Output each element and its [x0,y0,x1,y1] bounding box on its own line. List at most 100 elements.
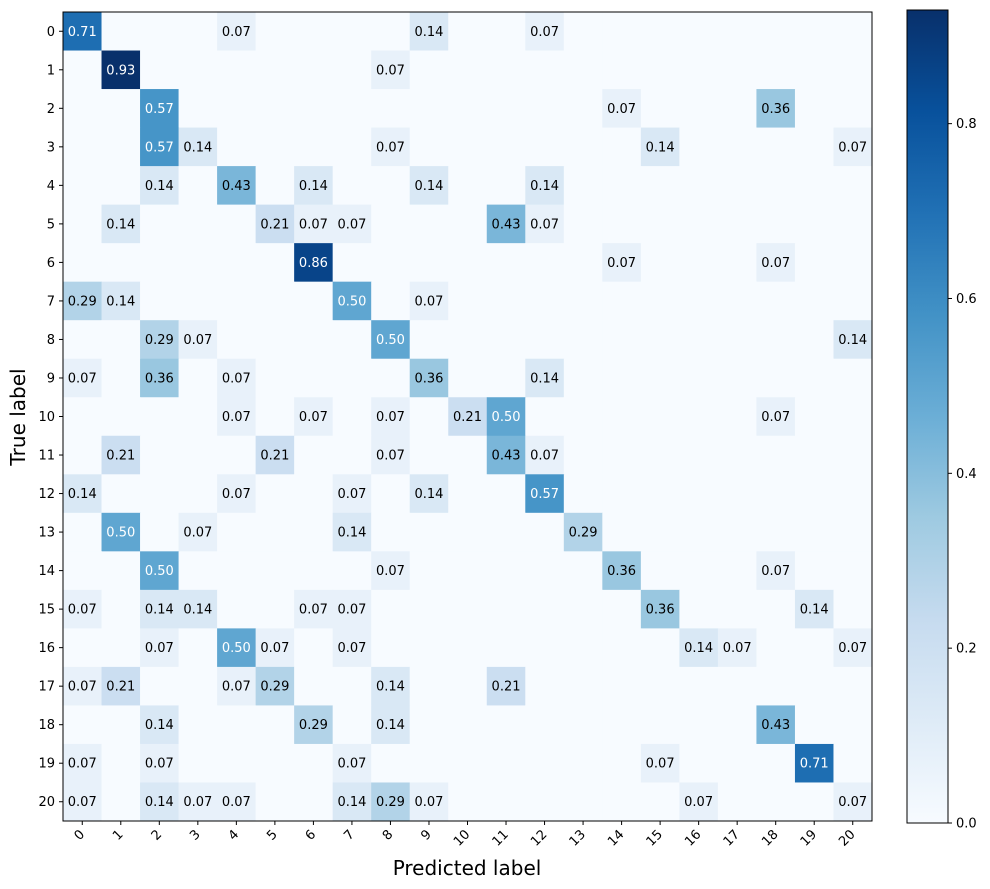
cell-value-label: 0.07 [183,795,212,810]
heatmap-cell [332,512,372,552]
x-tick-label: 10 [451,827,473,849]
heatmap-cell [525,435,565,475]
heatmap-cell [679,89,719,129]
heatmap-cell [371,50,411,90]
heatmap-cell [602,204,642,244]
heatmap-cell [640,397,680,437]
heatmap-cell [833,666,873,706]
heatmap-cell [833,204,873,244]
heatmap-cell [486,12,526,52]
heatmap-cell [294,628,334,668]
heatmap-cell [371,628,411,668]
heatmap-cell [717,666,757,706]
cell-value-label: 0.07 [68,603,97,618]
cell-value-label: 0.07 [222,371,251,386]
heatmap-cell [756,666,796,706]
heatmap-cell [63,166,103,206]
heatmap-cell [640,50,680,90]
heatmap-cell [756,281,796,321]
heatmap-cell [640,127,680,167]
cell-value-label: 0.14 [414,25,443,40]
cell-value-label: 0.14 [106,294,135,309]
heatmap-cell [602,50,642,90]
heatmap-cell [101,204,141,244]
heatmap-cell [602,320,642,360]
heatmap-cell [794,435,834,475]
heatmap-cell [833,50,873,90]
heatmap-cell [679,435,719,475]
cell-value-label: 0.07 [530,25,559,40]
heatmap-cell [255,204,295,244]
heatmap-cell [409,512,449,552]
cell-value-label: 0.50 [145,564,174,579]
heatmap-cell [448,397,488,437]
heatmap-cell [679,628,719,668]
cell-value-label: 0.07 [68,371,97,386]
heatmap-cell [140,358,180,398]
y-tick-label: 12 [38,487,55,502]
heatmap-cell [833,628,873,668]
heatmap-cell [371,666,411,706]
heatmap-cell [217,127,257,167]
heatmap-cell [140,320,180,360]
heatmap-cell [563,166,603,206]
heatmap-cell [217,12,257,52]
heatmap-cell [371,551,411,591]
heatmap-cell [602,243,642,283]
y-tick-label: 5 [47,217,55,232]
cell-value-label: 0.14 [646,140,675,155]
heatmap-cell [602,166,642,206]
y-tick-label: 1 [47,63,55,78]
heatmap-cell [255,243,295,283]
heatmap-cell [525,204,565,244]
y-tick-label: 10 [38,410,55,425]
heatmap-cell [525,358,565,398]
heatmap-cell [833,743,873,783]
heatmap-cell [717,166,757,206]
heatmap-cell [63,243,103,283]
heatmap-cell [563,435,603,475]
cell-value-label: 0.36 [646,603,675,618]
y-tick-label: 19 [38,757,55,772]
heatmap-cell [602,397,642,437]
heatmap-cell [640,204,680,244]
heatmap-cell [255,474,295,514]
heatmap-cell [217,435,257,475]
heatmap-cell [794,589,834,629]
heatmap-cell [101,782,141,822]
heatmap-cell [640,512,680,552]
heatmap-cell [178,551,218,591]
heatmap-cell [448,435,488,475]
heatmap-cell [140,243,180,283]
heatmap-cell [409,551,449,591]
heatmap-cell [409,743,449,783]
heatmap-cell [486,589,526,629]
heatmap-cell [525,782,565,822]
heatmap-cell [63,628,103,668]
heatmap-cell [217,397,257,437]
heatmap-cell [679,743,719,783]
cell-value-label: 0.07 [222,795,251,810]
heatmap-cell [294,320,334,360]
heatmap-cell [255,435,295,475]
cell-value-label: 0.14 [299,179,328,194]
x-tick-label: 12 [528,827,550,849]
heatmap-cell [140,397,180,437]
cell-value-label: 0.29 [260,680,289,695]
colorbar-tick-label: 0.0 [956,817,977,832]
heatmap-cell [409,204,449,244]
heatmap-cell [178,281,218,321]
heatmap-cell [178,12,218,52]
cell-value-label: 0.14 [414,487,443,502]
heatmap-cell [409,12,449,52]
heatmap-cell [409,782,449,822]
heatmap-cell [486,166,526,206]
cell-value-label: 0.07 [337,641,366,656]
heatmap-cell [63,127,103,167]
heatmap-cell [255,320,295,360]
heatmap-cell [140,782,180,822]
heatmap-cell [217,512,257,552]
y-tick-label: 13 [38,526,55,541]
heatmap-cell [486,204,526,244]
heatmap-cell [217,320,257,360]
